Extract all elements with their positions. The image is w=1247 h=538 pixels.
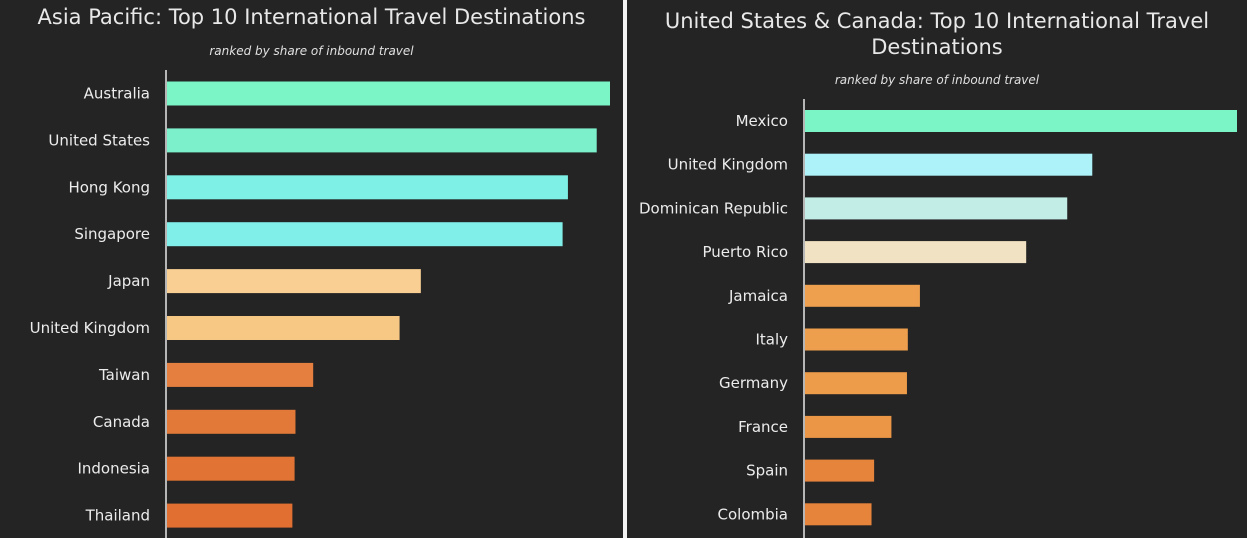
category-label: Italy: [755, 331, 788, 349]
bar: [805, 372, 907, 395]
category-label: France: [738, 418, 788, 436]
category-label: Spain: [746, 462, 788, 480]
category-label: Colombia: [718, 505, 789, 523]
chart-panel-asia-pacific: Asia Pacific: Top 10 International Trave…: [0, 0, 623, 538]
category-label: Dominican Republic: [639, 199, 788, 217]
category-label: United Kingdom: [668, 156, 788, 174]
bar: [167, 362, 314, 387]
category-label: Australia: [84, 85, 150, 103]
category-label: United Kingdom: [30, 319, 150, 337]
bar: [167, 269, 421, 294]
category-label: Jamaica: [728, 287, 788, 305]
bar: [167, 409, 296, 434]
category-label: Puerto Rico: [702, 243, 788, 261]
bar: [805, 197, 1068, 220]
chart-title: United States & Canada: Top 10 Internati…: [664, 9, 1210, 59]
bar: [167, 81, 610, 106]
category-label: Singapore: [74, 225, 150, 243]
bar: [167, 456, 295, 481]
bar-chart-asia-pacific: Australia United States Hong Kong Singapore…: [30, 70, 610, 538]
bar: [805, 153, 1093, 176]
chart-panel-us-canada: United States & Canada: Top 10 Internati…: [627, 0, 1247, 538]
category-label: United States: [48, 131, 150, 149]
bar: [805, 284, 920, 307]
bar: [805, 459, 875, 482]
bar: [167, 503, 293, 528]
bar: [167, 175, 568, 200]
bar: [805, 110, 1237, 132]
chart-subtitle: ranked by share of inbound travel: [834, 73, 1040, 87]
chart-title: Asia Pacific: Top 10 International Trave…: [37, 5, 586, 29]
bar: [805, 241, 1027, 264]
chart-subtitle: ranked by share of inbound travel: [209, 44, 414, 58]
category-label: Germany: [719, 374, 788, 392]
category-label: Mexico: [736, 112, 788, 130]
bar: [167, 316, 400, 340]
category-label: Hong Kong: [68, 178, 150, 196]
category-label: Canada: [93, 413, 150, 431]
category-label: Indonesia: [77, 460, 150, 478]
bar: [167, 222, 563, 247]
bar: [167, 128, 597, 153]
bar: [805, 328, 908, 351]
category-label: Taiwan: [98, 366, 150, 384]
category-label: Thailand: [85, 507, 150, 525]
category-label: Japan: [107, 272, 150, 290]
bar: [805, 415, 892, 438]
bar-chart-us-canada: Mexico United Kingdom Dominican Republic Pu…: [639, 99, 1237, 538]
bar: [805, 503, 872, 526]
